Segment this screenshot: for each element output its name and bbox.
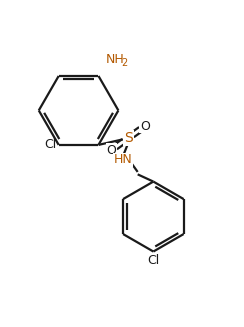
Text: Cl: Cl <box>44 138 56 151</box>
Text: Cl: Cl <box>147 254 160 267</box>
Text: O: O <box>106 144 116 157</box>
Text: NH: NH <box>106 53 124 66</box>
Text: S: S <box>124 131 132 145</box>
Text: HN: HN <box>114 153 132 166</box>
Text: O: O <box>140 120 150 133</box>
Text: 2: 2 <box>122 58 128 67</box>
